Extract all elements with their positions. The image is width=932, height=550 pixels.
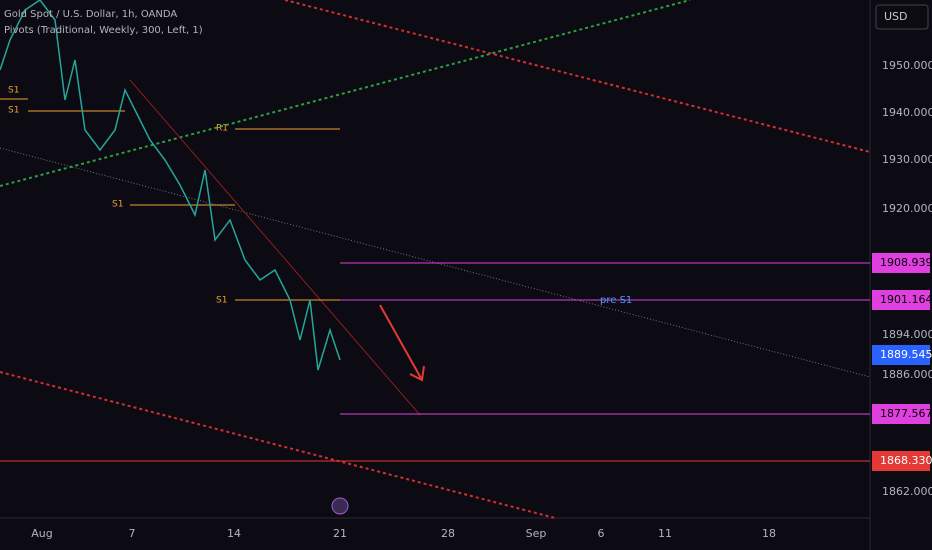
time-label: 7 (129, 527, 136, 540)
time-label: Sep (526, 527, 547, 540)
time-label: 11 (658, 527, 672, 540)
trend-line (129, 79, 421, 416)
time-label: 21 (333, 527, 347, 540)
price-tag (872, 404, 930, 424)
price-label: 1886.000 (882, 368, 932, 381)
indicator-title: Pivots (Traditional, Weekly, 300, Left, … (4, 25, 203, 36)
annotation: pre S1 (600, 295, 632, 306)
price-tag (872, 290, 930, 310)
price-tag-label: 1901.164 (880, 293, 932, 306)
pivot-label: S1 (8, 86, 19, 96)
currency-button[interactable] (875, 4, 929, 30)
pivot-label: S1 (112, 200, 123, 210)
arrow (379, 304, 423, 381)
price-tag-label: 1868.330 (880, 454, 932, 467)
price-tag (872, 451, 930, 471)
trend-line (0, 0, 691, 187)
price-tag-label: 1908.939 (880, 256, 932, 269)
price-tag-label: 1889.545 (880, 348, 932, 361)
currency: USD (884, 10, 908, 23)
arrow-head (409, 365, 425, 382)
pivot-label: R1 (216, 124, 228, 134)
time-label: 14 (227, 527, 241, 540)
time-label: 6 (598, 527, 605, 540)
price-label: 1862.000 (882, 485, 932, 498)
price-label: 1930.000 (882, 153, 932, 166)
price-tag (872, 345, 930, 365)
symbol-title: Gold Spot / U.S. Dollar, 1h, OANDA (4, 9, 177, 20)
time-label: 18 (762, 527, 776, 540)
price-path (0, 0, 341, 371)
time-label: Aug (31, 527, 52, 540)
price-tag-label: 1877.567 (880, 407, 932, 420)
event-icon[interactable] (331, 497, 349, 515)
time-label: 28 (441, 527, 455, 540)
pivot-label: S1 (216, 296, 227, 306)
pivot-label: S1 (8, 106, 19, 116)
price-tag (872, 253, 930, 273)
trend-line (284, 0, 871, 153)
price-label: 1940.000 (882, 106, 932, 119)
price-label: 1894.000 (882, 328, 932, 341)
price-label: 1950.000 (882, 59, 932, 72)
price-label: 1920.000 (882, 202, 932, 215)
